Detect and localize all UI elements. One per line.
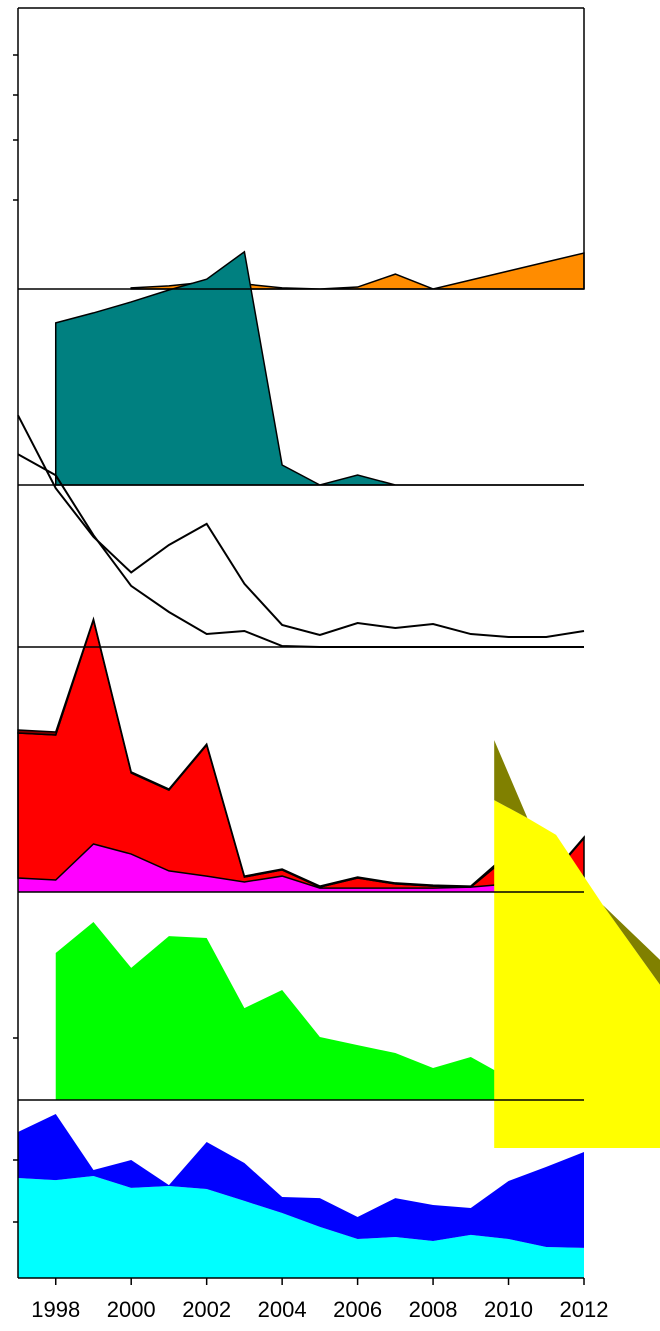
area — [494, 740, 660, 985]
area — [17, 616, 585, 888]
x-tick-label: 2008 — [409, 1297, 458, 1322]
x-tick-label: 2004 — [258, 1297, 307, 1322]
x-tick-label: 2010 — [484, 1297, 533, 1322]
line — [17, 414, 585, 638]
area — [55, 921, 584, 1100]
x-tick-label: 2006 — [333, 1297, 382, 1322]
area — [18, 1176, 584, 1278]
area — [494, 800, 660, 1149]
x-tick-label: 2002 — [182, 1297, 231, 1322]
area — [18, 843, 584, 892]
x-tick-label: 2000 — [107, 1297, 156, 1322]
x-tick-label: 2012 — [560, 1297, 609, 1322]
area — [18, 1114, 584, 1248]
x-tick-label: 1998 — [31, 1297, 80, 1322]
